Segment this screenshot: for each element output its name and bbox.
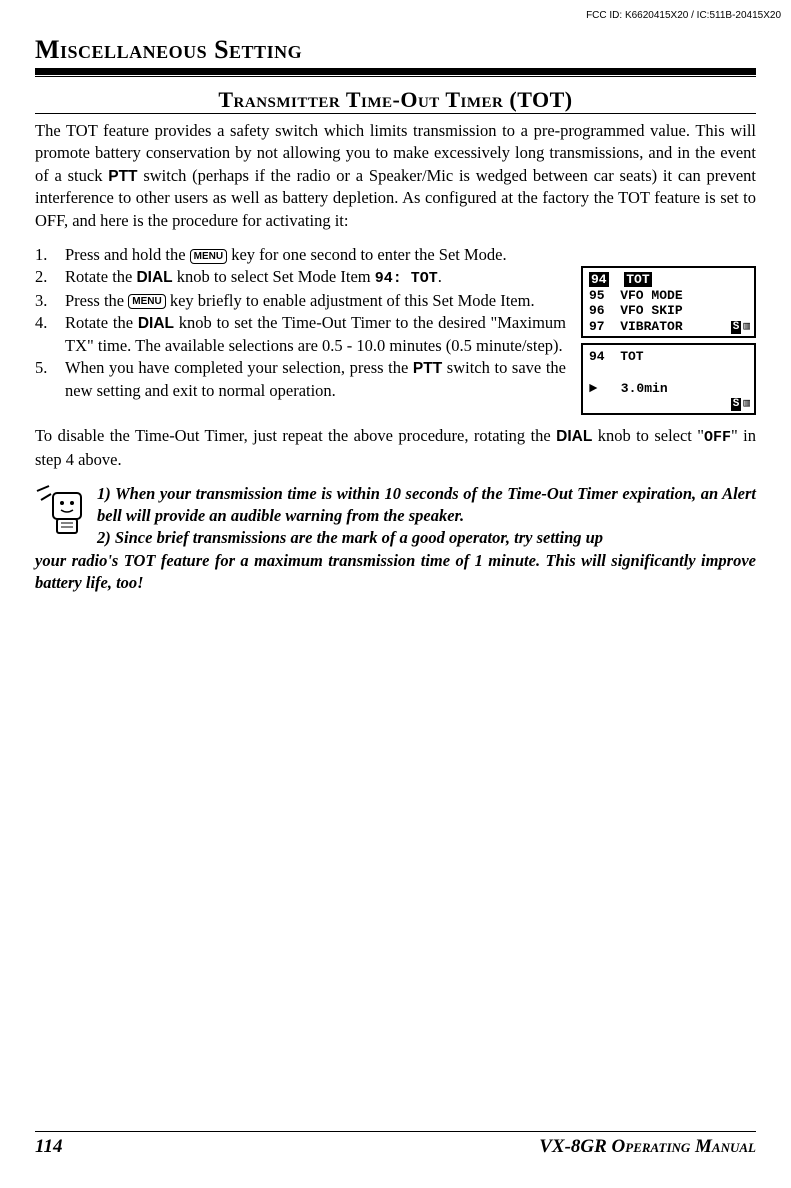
ptt-label: PTT <box>413 360 442 377</box>
manual-title: VX-8GR Operating Manual <box>539 1136 756 1158</box>
heading-thin-rule <box>35 76 756 77</box>
lcd-row: 94 TOT <box>589 349 748 365</box>
step-text: When you have completed your selection, … <box>65 357 566 402</box>
dial-label: DIAL <box>138 315 174 332</box>
lcd-screens: 94 TOT 95 VFO MODE 96 VFO SKIP 97 VIBRAT… <box>581 266 756 415</box>
menu-key-icon: MENU <box>128 294 165 309</box>
s-icon: S <box>731 321 742 334</box>
lcd-status-icons: S▥ <box>731 398 750 411</box>
step-text: Rotate the DIAL knob to select Set Mode … <box>65 266 566 289</box>
step-text: Press and hold the MENU key for one seco… <box>65 244 566 266</box>
lcd-row <box>589 365 748 381</box>
step-number: 5. <box>35 357 65 402</box>
main-heading: Miscellaneous Setting <box>35 35 756 65</box>
step-3: 3. Press the MENU key briefly to enable … <box>35 290 566 312</box>
note-block: 1) When your transmission time is within… <box>35 483 756 550</box>
note-continuation: your radio's TOT feature for a maximum t… <box>35 550 756 595</box>
lcd-row: ► 3.0min <box>589 381 748 398</box>
lcd-screen-menu: 94 TOT 95 VFO MODE 96 VFO SKIP 97 VIBRAT… <box>581 266 756 338</box>
intro-paragraph: The TOT feature provides a safety switch… <box>35 120 756 232</box>
s-icon: S <box>731 398 742 411</box>
fcc-id-label: FCC ID: K6620415X20 / IC:511B-20415X20 <box>586 10 781 21</box>
battery-icon: ▥ <box>743 321 750 334</box>
step-number: 1. <box>35 244 65 266</box>
lcd-row: 94 TOT <box>589 272 748 288</box>
dial-label: DIAL <box>136 269 172 286</box>
step-1: 1. Press and hold the MENU key for one s… <box>35 244 566 266</box>
dial-label: DIAL <box>556 428 592 445</box>
step-number: 4. <box>35 312 65 357</box>
step-5: 5. When you have completed your selectio… <box>35 357 566 402</box>
sub-heading-wrap: Transmitter Time-Out Timer (TOT) <box>35 87 756 114</box>
step-number: 2. <box>35 266 65 289</box>
lcd-status-icons: S▥ <box>731 321 750 334</box>
page-footer: 114 VX-8GR Operating Manual <box>35 1131 756 1158</box>
lcd-text: 94: TOT <box>375 270 438 287</box>
lcd-row: 95 VFO MODE <box>589 288 748 304</box>
steps-list: 1. Press and hold the MENU key for one s… <box>35 244 566 415</box>
page-number: 114 <box>35 1136 62 1158</box>
lcd-screen-detail: 94 TOT ► 3.0min S▥ <box>581 343 756 415</box>
heading-thick-rule <box>35 68 756 75</box>
step-text: Rotate the DIAL knob to set the Time-Out… <box>65 312 566 357</box>
step-2: 2. Rotate the DIAL knob to select Set Mo… <box>35 266 566 289</box>
step-text: Press the MENU key briefly to enable adj… <box>65 290 566 312</box>
ptt-label: PTT <box>108 168 137 185</box>
lcd-row: 96 VFO SKIP <box>589 303 748 319</box>
disable-paragraph: To disable the Time-Out Timer, just repe… <box>35 425 756 471</box>
sub-heading: Transmitter Time-Out Timer (TOT) <box>35 87 756 113</box>
note-icon <box>35 483 85 538</box>
lcd-text: OFF <box>704 429 731 446</box>
lcd-row: 97 VIBRATOR <box>589 319 748 335</box>
steps-and-screens: 1. Press and hold the MENU key for one s… <box>35 244 756 415</box>
step-number: 3. <box>35 290 65 312</box>
step-4: 4. Rotate the DIAL knob to set the Time-… <box>35 312 566 357</box>
note-text: 1) When your transmission time is within… <box>97 483 756 550</box>
battery-icon: ▥ <box>743 398 750 411</box>
menu-key-icon: MENU <box>190 249 227 264</box>
